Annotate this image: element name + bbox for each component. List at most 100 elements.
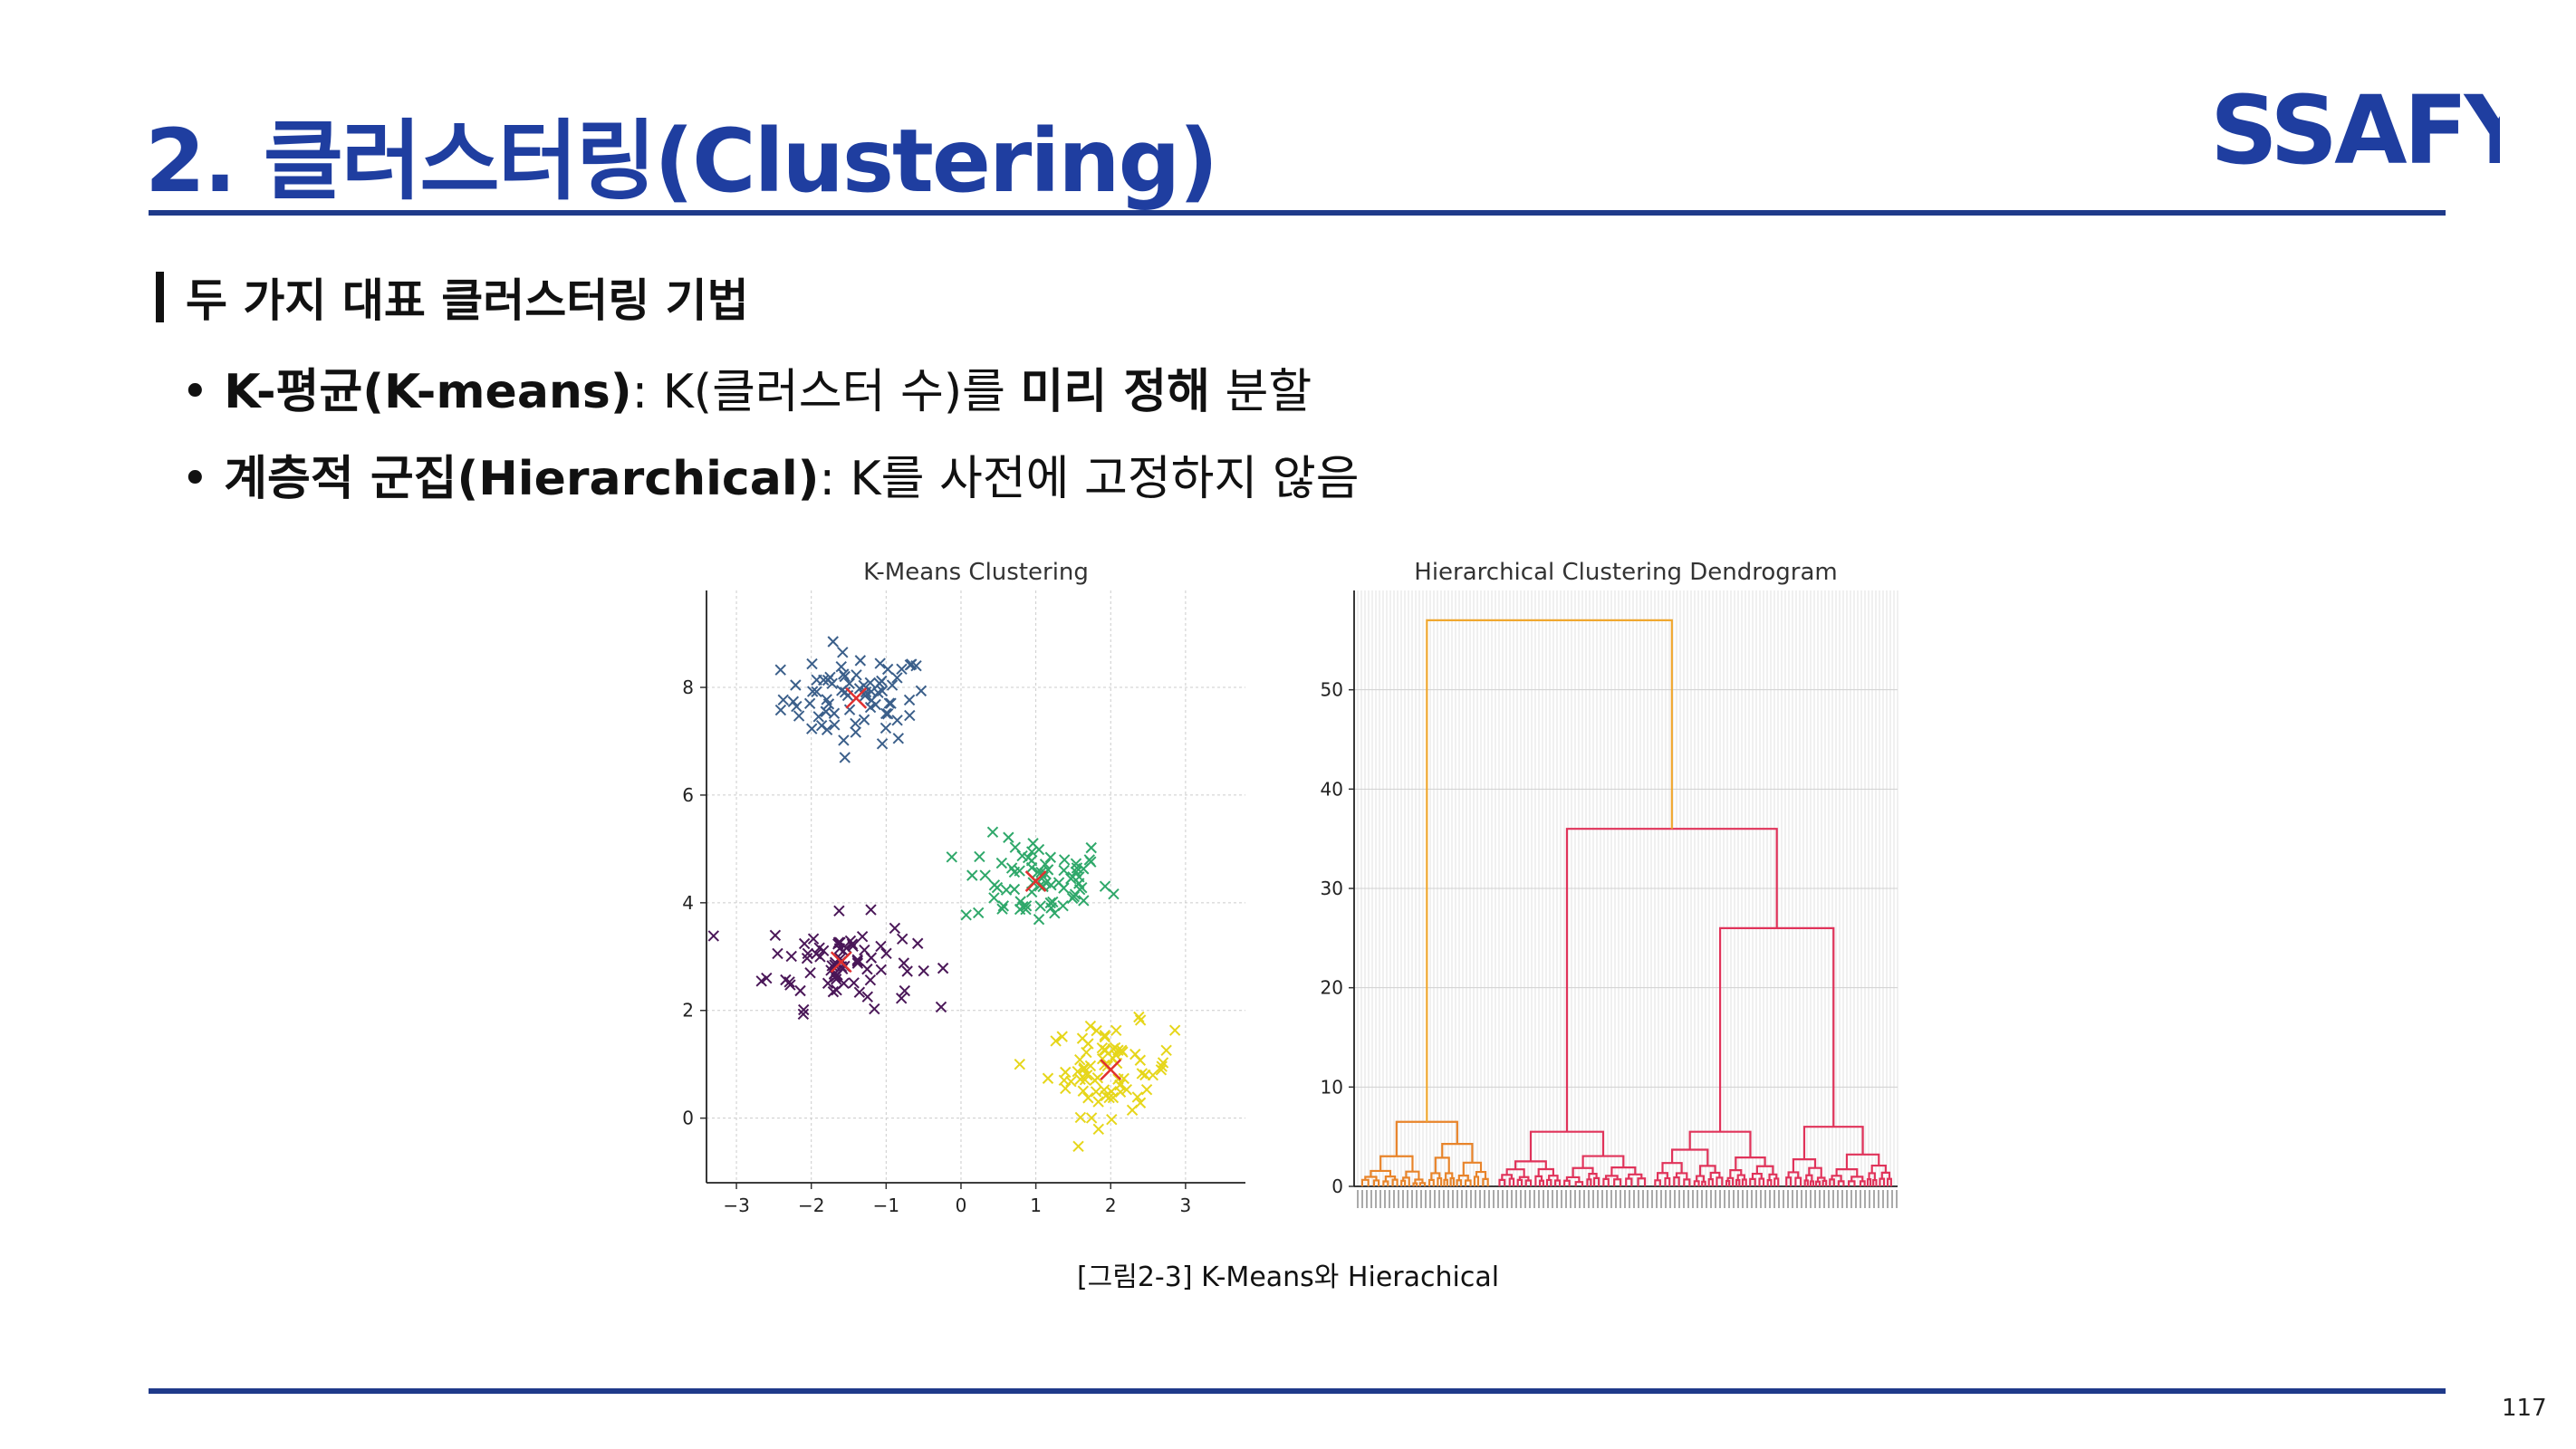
kmeans-point <box>830 974 842 985</box>
kmeans-centroid <box>1024 870 1047 892</box>
kmeans-point <box>1133 1011 1145 1023</box>
dendrogram-link <box>1449 1176 1456 1186</box>
bullet-kmeans: • K-평균(K-means): K(클러스터 수)를 미리 정해 분할 <box>181 353 1312 421</box>
kmeans-point <box>1155 1064 1168 1076</box>
kmeans-point <box>979 869 991 881</box>
kmeans-point <box>899 984 911 997</box>
kmeans-point <box>937 962 949 974</box>
kmeans-point <box>1058 864 1070 877</box>
dendrogram-link <box>1664 1176 1671 1186</box>
kmeans-centroid <box>1100 1059 1122 1081</box>
dendrogram-link <box>1829 1178 1835 1186</box>
dendrogram-link <box>1445 1172 1454 1180</box>
kmeans-point <box>785 950 797 963</box>
kmeans-point <box>761 972 773 984</box>
kmeans-point <box>811 948 822 960</box>
kmeans-point <box>1078 895 1090 907</box>
kmeans-point <box>835 660 847 673</box>
kmeans-tick-label-x: 0 <box>956 1195 967 1216</box>
dendrogram-link <box>1850 1176 1864 1182</box>
dendrogram-link <box>1794 1176 1802 1186</box>
kmeans-point <box>798 937 811 950</box>
kmeans-point <box>1084 1060 1097 1072</box>
kmeans-point <box>791 700 803 713</box>
bullet-hierarchical: • 계층적 군집(Hierarchical): K를 사전에 고정하지 않음 <box>181 440 1360 508</box>
kmeans-point <box>1074 1053 1086 1066</box>
kmeans-point <box>1008 866 1021 878</box>
dendrogram-link <box>1725 1179 1731 1186</box>
section-bar-icon <box>156 272 164 322</box>
kmeans-point <box>974 850 985 863</box>
bullet-dot-icon: • <box>181 365 225 419</box>
kmeans-point <box>1074 1111 1087 1124</box>
kmeans-point <box>794 984 806 997</box>
dendrogram-link <box>1545 1178 1552 1186</box>
kmeans-point <box>1037 870 1050 883</box>
kmeans-point <box>864 974 877 986</box>
kmeans-tick-label-x: 3 <box>1180 1195 1192 1216</box>
kmeans-point <box>1134 1054 1147 1066</box>
kmeans-point <box>755 975 767 987</box>
kmeans-point <box>891 672 903 684</box>
dendrogram-link <box>1482 1177 1489 1186</box>
kmeans-point <box>851 957 864 969</box>
dendrogram-tick-label-y: 30 <box>1321 878 1343 899</box>
kmeans-point <box>901 965 913 977</box>
kmeans-point <box>1099 1029 1111 1041</box>
kmeans-point <box>1147 1070 1159 1081</box>
kmeans-point <box>875 964 887 976</box>
kmeans-point <box>803 697 816 709</box>
kmeans-point <box>876 675 888 687</box>
kmeans-point <box>1020 903 1032 916</box>
kmeans-point <box>838 734 850 746</box>
dendrogram-link <box>1518 1176 1530 1181</box>
kmeans-point <box>815 720 828 732</box>
kmeans-point <box>1131 1091 1144 1103</box>
kmeans-point <box>846 938 859 950</box>
kmeans-point <box>1134 1014 1147 1026</box>
kmeans-point <box>1078 863 1090 875</box>
dendrogram-link <box>1835 1167 1859 1177</box>
kmeans-tick-label-y: 2 <box>682 1000 694 1022</box>
bullet-kmeans-emphasis: 미리 정해 <box>1020 365 1210 419</box>
kmeans-point <box>769 929 782 942</box>
kmeans-point <box>1091 1024 1102 1037</box>
dendrogram-link <box>1625 1177 1633 1186</box>
kmeans-point <box>827 985 840 998</box>
kmeans-point <box>839 752 851 763</box>
kmeans-point <box>1074 1073 1086 1085</box>
dendrogram-link <box>1859 1180 1866 1186</box>
kmeans-point <box>966 869 978 881</box>
dendrogram-link <box>1505 1168 1525 1177</box>
kmeans-point <box>1083 854 1096 866</box>
kmeans-point <box>821 694 832 705</box>
kmeans-point <box>790 679 802 691</box>
dendrogram-link <box>1613 1178 1622 1186</box>
kmeans-point <box>838 977 850 989</box>
dendrogram-link <box>1654 1179 1661 1186</box>
kmeans-point <box>1084 1020 1097 1032</box>
dendrogram-link <box>1514 1160 1547 1170</box>
kmeans-point <box>1092 1096 1104 1108</box>
bullet-dot-icon: • <box>181 452 225 506</box>
dendrogram-link <box>1718 926 1835 1132</box>
bullet-kmeans-term: K-평균(K-means) <box>224 365 632 419</box>
kmeans-point <box>972 907 985 919</box>
dendrogram-link <box>1803 1179 1809 1186</box>
kmeans-centroid <box>845 687 868 709</box>
kmeans-point <box>797 1008 810 1021</box>
kmeans-point <box>1085 1112 1098 1124</box>
kmeans-point <box>1070 858 1082 869</box>
kmeans-point <box>1156 1060 1168 1072</box>
kmeans-tick-label-x: 2 <box>1105 1195 1117 1216</box>
dendrogram-link <box>1675 1172 1688 1180</box>
kmeans-point <box>806 657 818 670</box>
kmeans-point <box>833 905 845 917</box>
dendrogram-link <box>1773 1177 1780 1186</box>
kmeans-point <box>813 942 825 954</box>
dendrogram-link <box>1637 1177 1647 1186</box>
dendrogram-link <box>1758 1177 1765 1186</box>
kmeans-point <box>1168 1024 1181 1036</box>
kmeans-point <box>891 715 903 726</box>
kmeans-point <box>820 705 832 717</box>
